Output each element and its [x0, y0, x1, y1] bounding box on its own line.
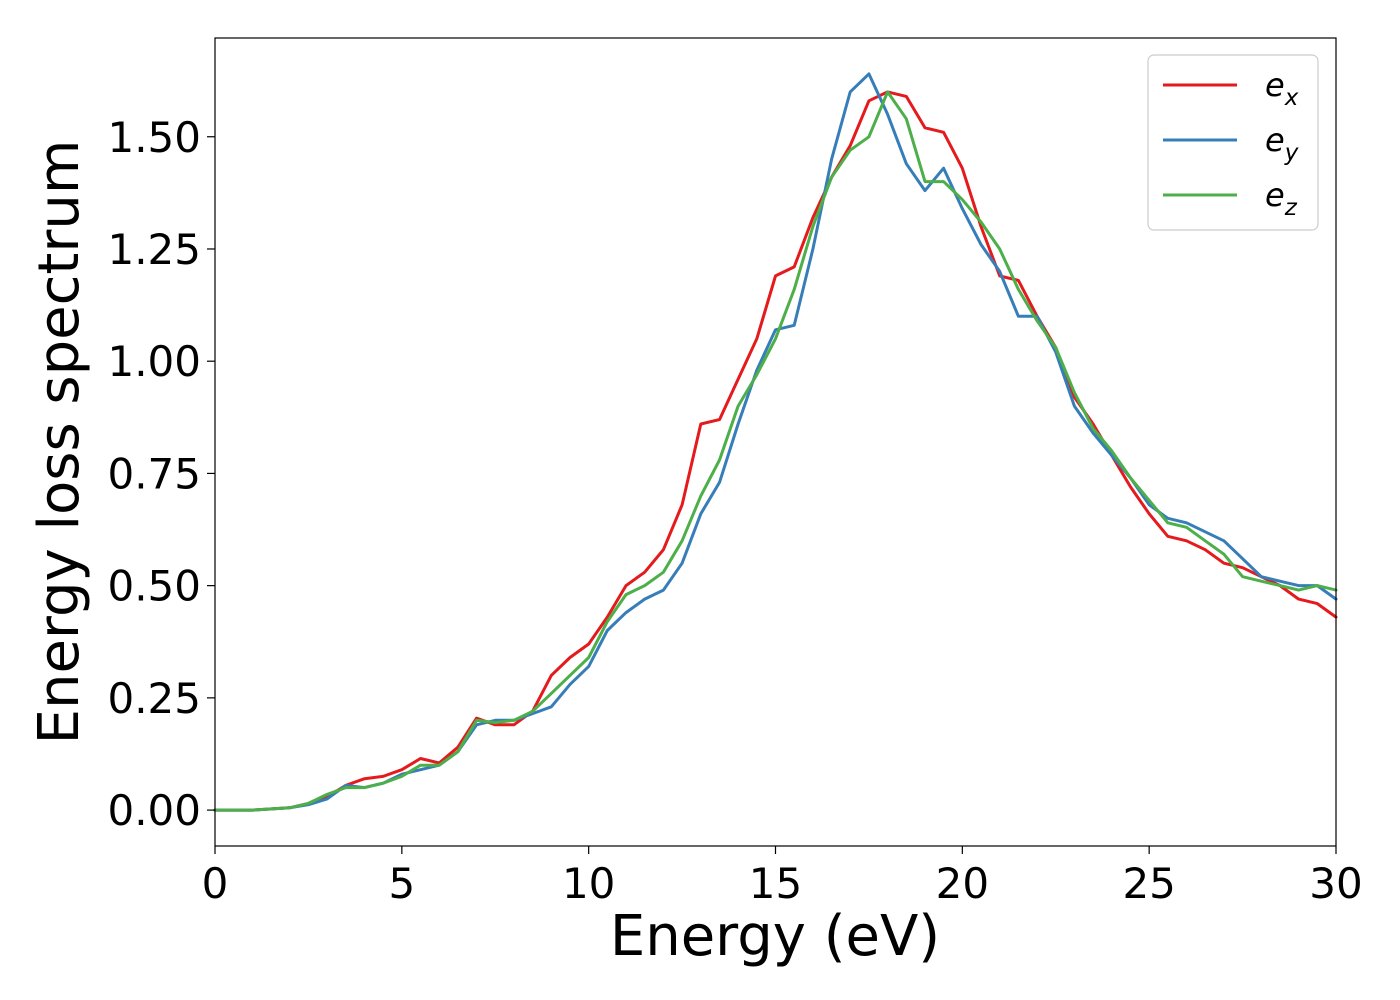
series-line-z	[213, 90, 1338, 812]
x-tick-label: 25	[1122, 859, 1175, 908]
x-tick-label: 30	[1309, 859, 1362, 908]
legend-label-x: ex	[1265, 66, 1299, 111]
x-tick-label: 20	[936, 859, 989, 908]
y-axis-label: Energy loss spectrum	[27, 140, 92, 745]
legend-label-base: e	[1265, 66, 1285, 104]
series-layer	[213, 72, 1338, 812]
x-tick-label: 0	[202, 859, 229, 908]
x-tick-label: 15	[749, 859, 802, 908]
y-tick-label: 1.00	[107, 337, 201, 386]
y-tick-label: 0.00	[107, 786, 201, 835]
y-tick-label: 1.50	[107, 113, 201, 162]
legend-label-z: ez	[1265, 176, 1298, 221]
x-axis-ticks: 0 5 10 15 20 25 30	[202, 846, 1363, 908]
y-axis-ticks: 0.00 0.25 0.50 0.75 1.00 1.25 1.50	[107, 113, 215, 835]
y-tick-label: 0.75	[107, 449, 201, 498]
series-line-x	[213, 90, 1338, 812]
x-tick-label: 10	[562, 859, 615, 908]
legend-label-base: e	[1265, 176, 1285, 214]
legend-label-base: e	[1265, 121, 1285, 159]
y-tick-label: 1.25	[107, 225, 201, 274]
x-axis-label: Energy (eV)	[610, 904, 940, 969]
legend-label-subscript: y	[1284, 140, 1299, 166]
y-tick-label: 0.25	[107, 674, 201, 723]
x-tick-label: 5	[388, 859, 415, 908]
legend-label-y: ey	[1265, 121, 1299, 166]
legend-label-subscript: z	[1284, 195, 1298, 221]
legend-box	[1147, 54, 1319, 231]
y-tick-label: 0.50	[107, 562, 201, 611]
legend-label-subscript: x	[1284, 85, 1299, 111]
